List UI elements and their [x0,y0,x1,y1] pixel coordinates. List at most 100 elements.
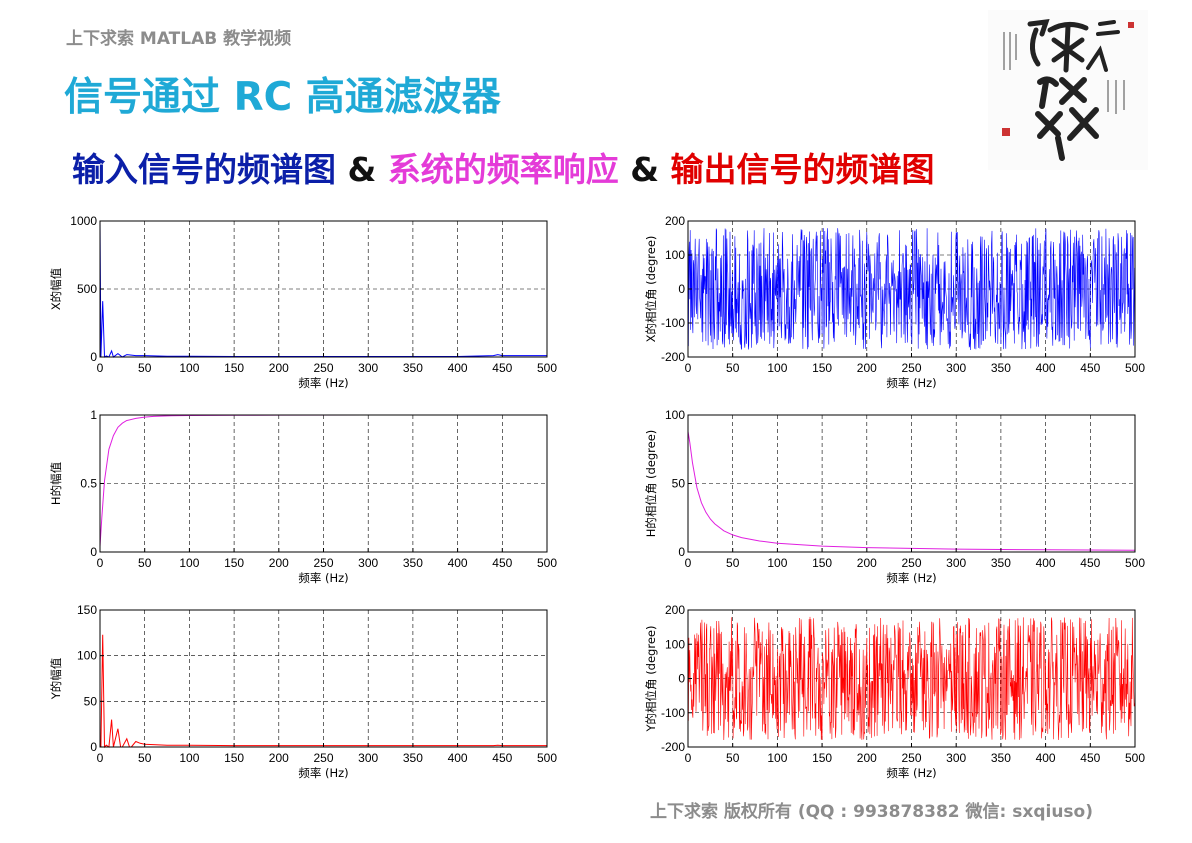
x-tick-label: 150 [224,361,244,375]
calligraphy-seal-logo [988,10,1148,170]
subtitle-input-spectrum: 输入信号的频谱图 [72,150,336,189]
x-tick-label: 350 [991,556,1011,570]
x-tick-label: 150 [812,361,832,375]
x-tick-label: 200 [269,361,289,375]
y-tick-label: 0.5 [80,477,97,491]
y-tick-label: 100 [665,408,685,422]
x-axis-label: 频率 (Hz) [886,766,936,780]
y-tick-label: 0 [678,672,685,686]
y-axis-label: H的相位角 (degree) [644,430,658,538]
x-tick-label: 450 [492,556,512,570]
x-tick-label: 100 [767,361,787,375]
x-tick-label: 350 [403,556,423,570]
x-tick-label: 300 [946,556,966,570]
x-tick-label: 250 [313,556,333,570]
x-axis-label: 频率 (Hz) [886,571,936,585]
subtitle-frequency-response: 系统的频率响应 [387,150,619,189]
x-tick-label: 400 [1036,361,1056,375]
y-magnitude-line [100,634,547,749]
y-tick-label: 100 [665,248,685,262]
x-tick-label: 350 [403,751,423,765]
x-tick-label: 300 [358,751,378,765]
y-tick-label: 100 [77,649,97,663]
x-tick-label: 450 [1080,751,1100,765]
y-axis-label: X的相位角 (degree) [644,236,658,343]
x-tick-label: 0 [97,556,104,570]
x-tick-label: 200 [269,556,289,570]
x-tick-label: 100 [767,556,787,570]
x-tick-label: 200 [857,751,877,765]
x-tick-label: 500 [1125,361,1145,375]
x-tick-label: 200 [857,556,877,570]
y-tick-label: 0 [678,545,685,559]
x-tick-label: 450 [492,361,512,375]
y-tick-label: 500 [77,282,97,296]
y-tick-label: 100 [665,637,685,651]
x-axis-label: 频率 (Hz) [886,376,936,390]
x-tick-label: 300 [946,751,966,765]
y-tick-label: 0 [90,740,97,754]
y-tick-label: 50 [672,477,686,491]
x-tick-label: 400 [1036,751,1056,765]
course-label: 上下求索 MATLAB 教学视频 [66,29,292,49]
copyright-footer: 上下求索 版权所有 (QQ : 993878382 微信: sxqiuso) [650,802,1093,822]
x-tick-label: 0 [685,361,692,375]
x-axis-label: 频率 (Hz) [298,571,348,585]
x-tick-label: 400 [1036,556,1056,570]
x-tick-label: 100 [179,556,199,570]
page-title: 信号通过 RC 高通滤波器 [64,75,501,120]
subtitle-ampersand: & [618,150,671,189]
x-tick-label: 0 [97,361,104,375]
x-tick-label: 400 [448,361,468,375]
x-tick-label: 0 [685,556,692,570]
subtitle-output-spectrum: 输出信号的频谱图 [670,150,935,189]
y-tick-label: -200 [661,350,685,364]
x-tick-label: 350 [991,751,1011,765]
y-tick-label: 200 [665,603,685,617]
y-axis-label: Y的相位角 (degree) [644,626,658,733]
x-tick-label: 0 [685,751,692,765]
x-tick-label: 150 [224,556,244,570]
x-tick-label: 450 [1080,556,1100,570]
y-tick-label: 200 [665,214,685,228]
x-tick-label: 300 [946,361,966,375]
x-tick-label: 50 [138,556,152,570]
y-tick-label: 50 [84,694,98,708]
x-tick-label: 400 [448,556,468,570]
x-tick-label: 250 [313,361,333,375]
y-tick-label: -100 [661,316,685,330]
x-tick-label: 200 [857,361,877,375]
x-tick-label: 150 [812,751,832,765]
x-axis-label: 频率 (Hz) [298,376,348,390]
x-tick-label: 50 [726,361,740,375]
x-tick-label: 300 [358,361,378,375]
x-tick-label: 250 [901,751,921,765]
y-axis-label: X的幅值 [49,267,63,310]
x-tick-label: 400 [448,751,468,765]
x-tick-label: 500 [1125,556,1145,570]
x-tick-label: 100 [767,751,787,765]
x-tick-label: 150 [812,556,832,570]
y-tick-label: 0 [678,282,685,296]
y-axis-label: Y的幅值 [49,657,63,700]
x-tick-label: 0 [97,751,104,765]
x-tick-label: 500 [1125,751,1145,765]
x-tick-label: 50 [138,361,152,375]
x-tick-label: 250 [313,751,333,765]
y-tick-label: 0 [90,350,97,364]
y-tick-label: -200 [661,740,685,754]
x-tick-label: 350 [403,361,423,375]
x-tick-label: 500 [537,556,557,570]
x-tick-label: 500 [537,751,557,765]
y-phase-line [687,616,1136,741]
y-tick-label: 0 [90,545,97,559]
x-phase-line [687,228,1136,351]
y-axis-label: H的幅值 [49,461,63,505]
x-tick-label: 300 [358,556,378,570]
